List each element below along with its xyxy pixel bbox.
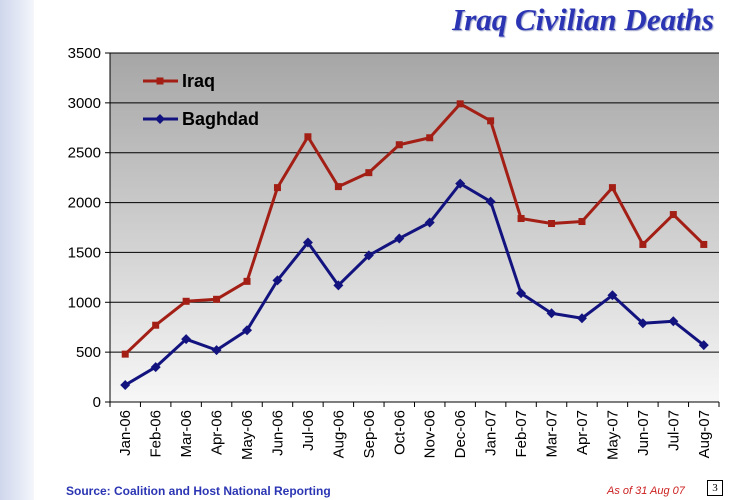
x-tick-label: May-06 [239,410,256,460]
x-tick-label: Jun-06 [269,410,286,456]
data-point-baghdad [242,325,253,336]
data-point-baghdad [211,345,222,356]
data-point-iraq [243,277,251,285]
y-tick-label: 0 [93,394,101,411]
data-point-iraq [548,220,556,228]
data-point-iraq [487,117,495,125]
page-number: 3 [707,480,723,496]
data-point-iraq [273,184,281,192]
x-tick-label: Feb-06 [148,410,165,458]
gridlines [110,52,719,353]
legend: Iraq Baghdad [143,71,259,129]
data-point-iraq [608,184,616,192]
series-line-baghdad [124,182,705,387]
data-point-iraq [426,134,434,142]
series-baghdad [120,178,709,391]
data-point-baghdad [424,217,435,228]
data-point-baghdad [333,280,344,291]
data-point-baghdad [637,318,648,329]
legend-label-iraq: Iraq [182,71,215,91]
data-point-baghdad [302,237,313,248]
data-point-baghdad [181,334,192,345]
data-point-iraq [304,133,312,141]
y-tick-label: 1000 [68,294,101,311]
data-point-baghdad [455,178,466,189]
legend-label-baghdad: Baghdad [182,109,259,129]
data-point-baghdad [485,196,496,207]
data-point-baghdad [668,316,679,327]
legend-marker-iraq [156,77,164,85]
data-point-iraq [334,183,342,191]
y-tick-label: 3500 [68,45,101,62]
data-point-iraq [456,100,464,108]
data-point-baghdad [120,380,131,391]
data-point-baghdad [576,313,587,324]
x-tick-label: Jun-07 [635,410,652,456]
plot-area [110,53,719,402]
series-line-iraq [124,102,705,356]
decorative-side-bar [0,0,34,500]
data-point-iraq [365,169,373,177]
x-tick-label: Nov-06 [422,410,439,458]
as-of-date: As of 31 Aug 07 [607,485,685,497]
x-tick-label: Apr-06 [209,410,226,455]
data-point-iraq [639,240,647,248]
y-tick-label: 3000 [68,95,101,112]
data-point-iraq [700,240,708,248]
y-tick-label: 500 [76,344,101,361]
x-tick-label: Dec-06 [452,410,469,458]
series-iraq [121,100,708,358]
data-point-baghdad [607,290,618,301]
data-point-iraq [578,218,586,226]
chart-title: Iraq Civilian Deaths [452,2,714,37]
series-layer [120,100,709,391]
x-tick-label: Jan-06 [117,410,134,456]
x-tick-label: Feb-07 [513,410,530,458]
data-point-iraq [121,350,129,358]
data-point-baghdad [363,250,374,261]
x-tick-label: Jan-07 [483,410,500,456]
data-point-baghdad [150,362,161,373]
x-tick-label: Aug-06 [330,410,347,458]
x-tick-label: May-07 [604,410,621,460]
data-point-baghdad [516,288,527,299]
legend-marker-baghdad [155,114,165,124]
data-point-baghdad [272,275,283,286]
data-point-iraq [669,211,677,219]
x-tick-label: Mar-07 [544,410,561,458]
x-tick-label: Jul-07 [665,410,682,451]
x-tick-label: Aug-07 [696,410,713,458]
y-tick-label: 1500 [68,244,101,261]
x-tick-label: Sep-06 [361,410,378,458]
data-point-baghdad [546,308,557,319]
y-tick-label: 2000 [68,195,101,212]
data-point-iraq [395,141,403,149]
source-note: Source: Coalition and Host National Repo… [66,484,331,498]
x-tick-label: Apr-07 [574,410,591,455]
x-tick-label: Jul-06 [300,410,317,451]
y-tick-label: 2500 [68,145,101,162]
x-tick-label: Mar-06 [178,410,195,458]
x-axis-ticks: Jan-06 Feb-06 Mar-06 Apr-06 May-06 Jun-06 Jul-… [109,402,720,460]
data-point-iraq [517,215,525,223]
data-point-baghdad [394,233,405,244]
data-point-baghdad [698,340,709,351]
data-point-iraq [213,295,221,303]
y-axis-ticks: 0 500 1000 1500 2000 2500 3000 3500 [68,45,110,411]
data-point-iraq [152,321,160,329]
data-point-iraq [182,297,190,305]
x-tick-label: Oct-06 [391,410,408,455]
